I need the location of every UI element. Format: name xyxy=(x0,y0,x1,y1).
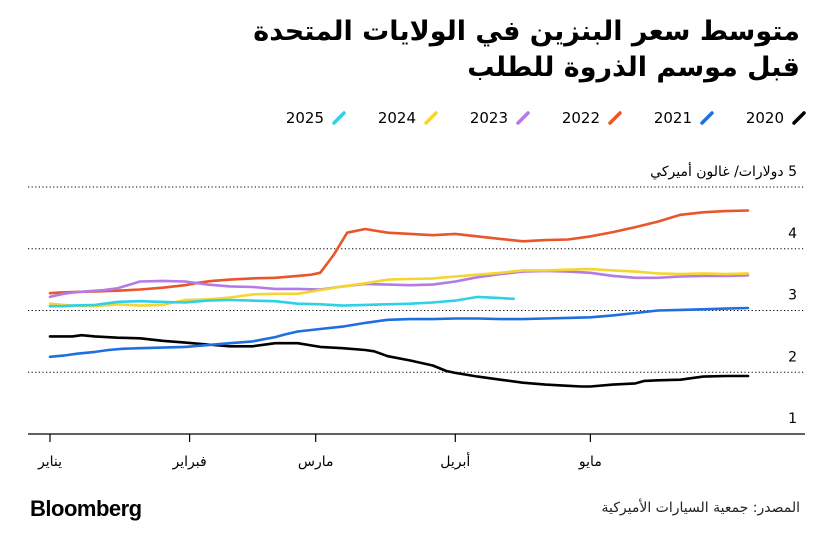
title-line-2: قبل موسم الذروة للطلب xyxy=(467,52,800,83)
legend-swatch-2023 xyxy=(516,111,530,125)
legend-swatch-2025 xyxy=(332,111,346,125)
legend-item-2021: 2021 xyxy=(622,106,714,130)
legend-label-2022: 2022 xyxy=(561,109,600,127)
legend-label-2021: 2021 xyxy=(653,109,692,127)
y-tick-label-5: 5 دولارات/ غالون أميركي xyxy=(650,162,797,180)
x-tick-label-59: مارس xyxy=(298,454,334,470)
legend-swatch-2020 xyxy=(792,111,806,125)
series-line-2021 xyxy=(48,306,750,359)
legend-label-2023: 2023 xyxy=(469,109,508,127)
series-line-2023 xyxy=(48,269,750,299)
legend-item-2020: 2020 xyxy=(714,106,806,130)
y-tick-label-2: 2 xyxy=(788,349,797,365)
legend-swatch-2021 xyxy=(700,111,714,125)
x-tick-label-0: يناير xyxy=(37,454,62,470)
legend-label-2024: 2024 xyxy=(377,109,416,127)
x-tick-label-90: أبريل xyxy=(440,452,470,470)
chart-title: متوسط سعر البنزين في الولايات المتحدة قب… xyxy=(30,14,800,86)
y-tick-label-4: 4 xyxy=(788,226,797,242)
series-line-2022 xyxy=(48,209,750,295)
legend-item-2023: 2023 xyxy=(438,106,530,130)
series-line-2025 xyxy=(48,295,516,308)
series-line-2024 xyxy=(48,267,750,308)
title-line-1: متوسط سعر البنزين في الولايات المتحدة xyxy=(253,16,800,47)
series-line-2020 xyxy=(48,333,750,388)
x-tick-label-120: مايو xyxy=(578,454,602,470)
source-note: المصدر: جمعية السيارات الأميركية xyxy=(601,500,800,516)
legend-label-2020: 2020 xyxy=(745,109,784,127)
legend-swatch-2024 xyxy=(424,111,438,125)
y-tick-label-3: 3 xyxy=(788,288,797,304)
bloomberg-logo: Bloomberg xyxy=(30,496,142,521)
legend: 2020 2021 2022 2023 2024 2025 xyxy=(254,106,806,130)
x-tick-label-31: فبراير xyxy=(172,454,207,470)
legend-label-2025: 2025 xyxy=(285,109,324,127)
y-tick-label-1: 1 xyxy=(788,411,797,427)
legend-item-2022: 2022 xyxy=(530,106,622,130)
legend-item-2025: 2025 xyxy=(254,106,346,130)
legend-swatch-2022 xyxy=(608,111,622,125)
legend-item-2024: 2024 xyxy=(346,106,438,130)
